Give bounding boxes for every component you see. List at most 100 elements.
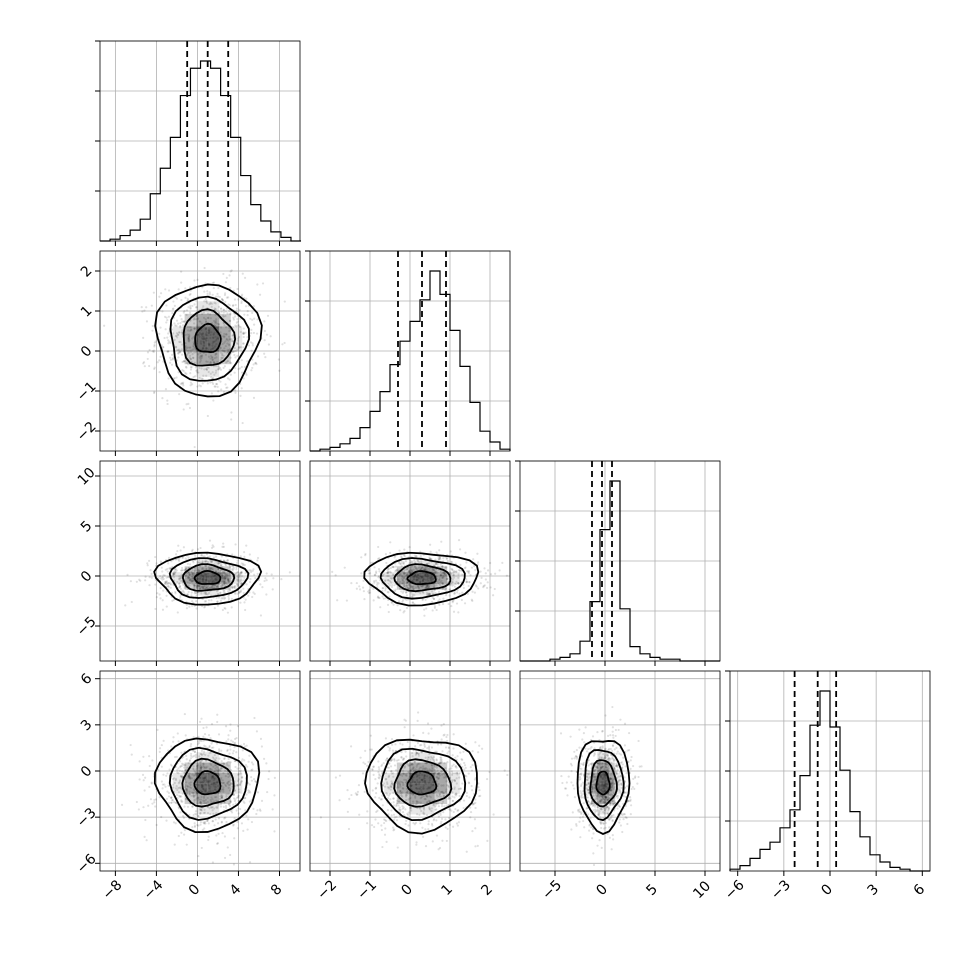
scatter-point [236,580,239,583]
scatter-point [486,839,489,842]
scatter-point [435,793,438,797]
density-cell [219,572,231,578]
scatter-point [189,781,193,784]
y-tick-label: −1 [74,379,100,405]
scatter-point [166,790,169,793]
density-cell [409,578,422,584]
scatter-point [222,315,225,318]
scatter-point [435,551,438,554]
scatter-point [197,584,201,588]
scatter-point [203,600,206,603]
scatter-point [428,592,431,595]
scatter-point [456,755,459,758]
scatter-point [441,587,444,591]
scatter-point [161,310,164,313]
scatter-point [424,586,428,590]
scatter-point [459,563,462,566]
scatter-point [207,822,210,825]
scatter-point [454,582,458,586]
scatter-point [420,766,423,769]
scatter-point [171,799,174,802]
scatter-point [200,554,204,557]
scatter-point [234,356,237,359]
scatter-point [240,776,244,779]
scatter-point [423,568,426,571]
scatter-point [424,567,427,570]
scatter-point [377,771,380,774]
scatter-point [392,775,395,778]
scatter-point [219,346,223,350]
scatter-point [241,758,244,761]
scatter-point [239,394,242,397]
scatter-point [223,336,226,339]
scatter-point [474,798,477,801]
histogram-steps [520,480,720,662]
scatter-point [590,802,593,805]
density-cell [396,783,410,794]
scatter-point [217,769,220,772]
scatter-point [464,766,467,769]
scatter-point [201,586,205,589]
scatter-point [161,576,164,579]
scatter-point [221,545,224,548]
scatter-point [402,611,405,614]
density-cell [230,578,243,584]
scatter-point [188,329,192,332]
scatter-point [203,606,206,609]
scatter-point [224,775,227,778]
scatter-point [173,576,176,579]
scatter-point [222,321,225,325]
scatter-point [445,804,448,807]
contour-level-4 [153,551,263,606]
scatter-point [430,822,434,826]
scatter-point [215,842,219,845]
scatter-point [228,774,231,777]
scatter-point [244,809,247,812]
scatter-point [181,360,184,364]
scatter-point [441,839,444,842]
scatter-point [374,796,377,799]
scatter-point [450,767,453,770]
scatter-point [198,570,202,573]
scatter-point [435,562,438,565]
scatter-point [410,809,413,812]
scatter-point [392,797,395,800]
scatter-point [207,565,210,569]
scatter-point [423,767,427,771]
scatter-point [408,746,411,749]
scatter-point [200,356,203,360]
scatter-point [221,299,225,302]
scatter-point [255,730,258,733]
scatter-point [399,742,402,745]
scatter-point [439,570,442,573]
scatter-point [189,368,193,371]
scatter-point [222,781,225,785]
scatter-point [467,570,471,573]
scatter-point [216,600,219,603]
scatter-point [149,569,152,572]
scatter-point [392,801,395,804]
scatter-point [474,741,477,744]
scatter-point [421,565,424,569]
scatter-point [220,297,224,301]
scatter-point [232,316,235,319]
scatter-point [187,337,190,340]
scatter-point [447,803,450,806]
scatter-point [455,822,459,825]
scatter-point [227,757,230,761]
scatter-point [439,822,442,825]
scatter-point [189,752,193,755]
scatter-point [402,772,405,775]
scatter-point [201,585,204,588]
scatter-point [214,818,217,821]
scatter-point [414,561,417,564]
panel-frame [99,670,301,872]
scatter-point [456,773,459,776]
scatter-point [382,597,385,600]
scatter-point [223,757,226,760]
scatter-point [149,798,153,801]
scatter-point [200,753,204,757]
scatter-point [440,761,443,764]
scatter-point [451,569,454,572]
density-cell [184,572,197,578]
